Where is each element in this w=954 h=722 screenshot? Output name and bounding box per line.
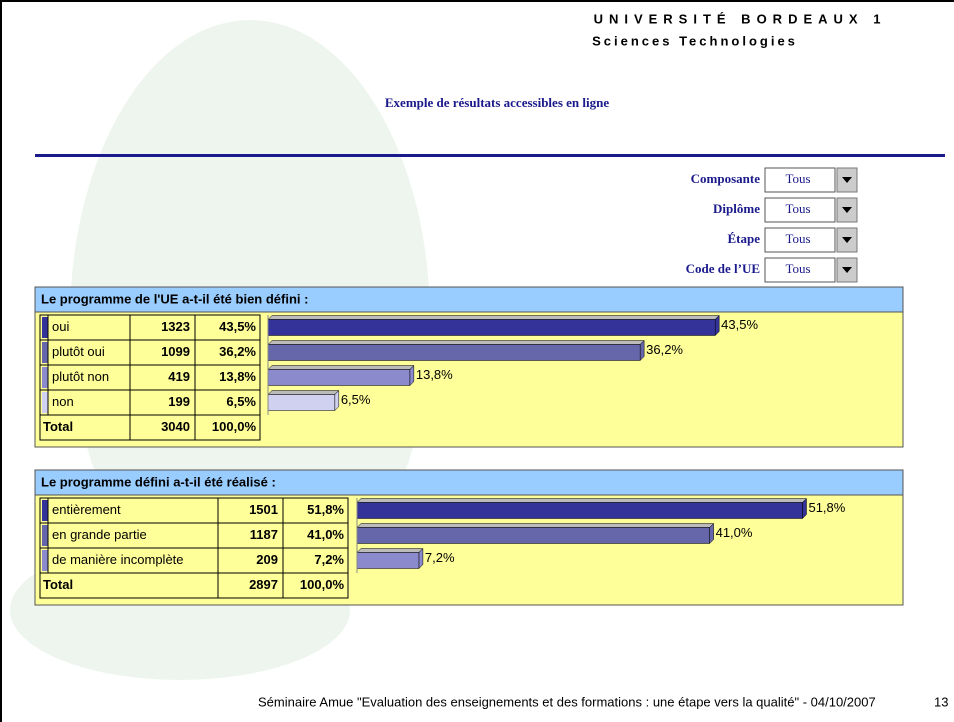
count: 1187 [250, 527, 278, 542]
count: 1099 [161, 344, 190, 359]
dropdown-value: Tous [785, 201, 810, 216]
footer-text: Séminaire Amue "Evaluation des enseignem… [258, 694, 876, 709]
bar [268, 320, 715, 336]
count: 1323 [161, 319, 190, 334]
dropdown-value: Tous [785, 261, 810, 276]
total-percent: 100,0% [300, 577, 345, 592]
bar-top [357, 499, 806, 503]
legend-swatch [42, 392, 48, 413]
count: 419 [168, 369, 190, 384]
bar [268, 345, 640, 361]
percent: 7,2% [314, 552, 344, 567]
bar-label: 43,5% [721, 317, 758, 332]
bar-top [357, 549, 423, 553]
category-label: plutôt non [52, 369, 109, 384]
bar [357, 553, 419, 569]
bar-label: 51,8% [808, 500, 845, 515]
category-label: de manière incomplète [52, 552, 184, 567]
total-percent: 100,0% [212, 419, 257, 434]
percent: 13,8% [219, 369, 256, 384]
bar-top [268, 366, 414, 370]
filter-label: Diplôme [713, 201, 760, 216]
count: 209 [256, 552, 278, 567]
bar-label: 13,8% [416, 367, 453, 382]
page: UNIVERSITÉ BORDEAUX 1 Sciences Technolog… [0, 0, 954, 722]
total-count: 2897 [249, 577, 278, 592]
percent: 51,8% [307, 502, 344, 517]
filter-label: Code de l’UE [686, 261, 760, 276]
bar-top [268, 391, 339, 395]
bar-top [357, 524, 714, 528]
category-label: plutôt oui [52, 344, 105, 359]
page-number: 13 [934, 694, 948, 709]
legend-swatch [42, 500, 48, 521]
count: 1501 [249, 502, 278, 517]
percent: 36,2% [219, 344, 256, 359]
bar-top [268, 341, 644, 345]
category-label: non [52, 394, 74, 409]
legend-swatch [42, 342, 48, 363]
bar [268, 370, 410, 386]
legend-swatch [42, 317, 48, 338]
category-label: oui [52, 319, 69, 334]
bar-label: 41,0% [716, 525, 753, 540]
bar-label: 36,2% [646, 342, 683, 357]
count: 199 [168, 394, 190, 409]
percent: 41,0% [307, 527, 344, 542]
bar [268, 395, 335, 411]
chart-title: Le programme de l'UE a-t-il été bien déf… [41, 291, 308, 306]
university-subtitle: Sciences Technologies [592, 33, 798, 48]
total-label: Total [43, 577, 73, 592]
total-label: Total [43, 419, 73, 434]
bar [357, 503, 802, 519]
filter-label: Étape [728, 231, 761, 246]
total-count: 3040 [161, 419, 190, 434]
slide-title: Exemple de résultats accessibles en lign… [385, 95, 609, 110]
bar-top [268, 316, 719, 320]
legend-swatch [42, 367, 48, 388]
university-name: UNIVERSITÉ BORDEAUX 1 [594, 11, 887, 26]
dropdown-value: Tous [785, 171, 810, 186]
chart-title: Le programme défini a-t-il été réalisé : [41, 474, 276, 489]
percent: 6,5% [226, 394, 256, 409]
dropdown-value: Tous [785, 231, 810, 246]
category-label: entièrement [52, 502, 121, 517]
slide: UNIVERSITÉ BORDEAUX 1 Sciences Technolog… [0, 0, 954, 722]
filter-label: Composante [691, 171, 761, 186]
bar-label: 7,2% [425, 550, 455, 565]
category-label: en grande partie [52, 527, 147, 542]
legend-swatch [42, 525, 48, 546]
bar-label: 6,5% [341, 392, 371, 407]
legend-swatch [42, 550, 48, 571]
bar [357, 528, 710, 544]
title-rule [35, 154, 945, 157]
percent: 43,5% [219, 319, 256, 334]
